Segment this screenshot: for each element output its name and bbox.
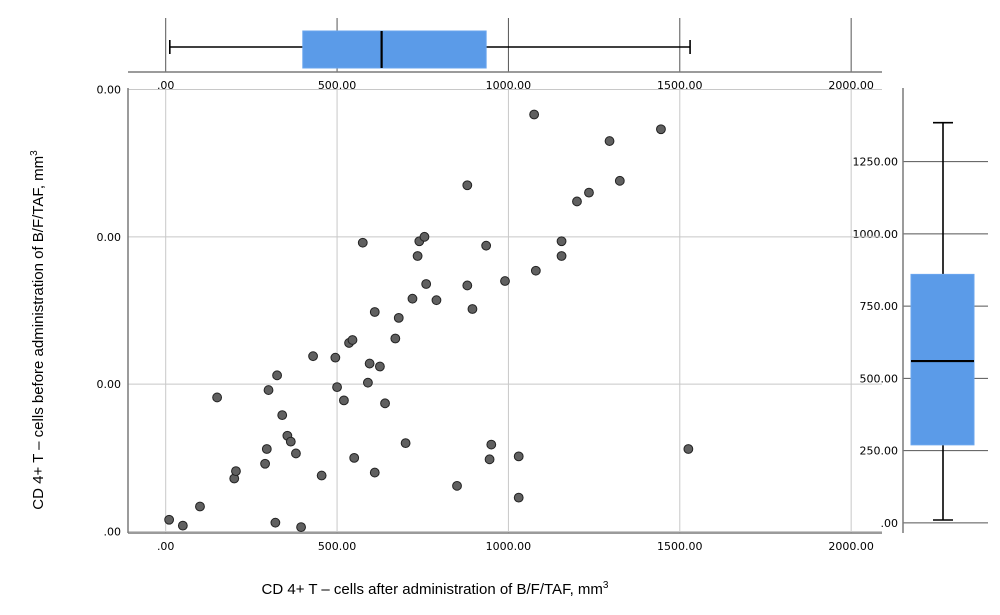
right-tick-label: 750.00 xyxy=(860,300,899,313)
data-point xyxy=(572,196,582,207)
data-point xyxy=(421,279,432,289)
data-point xyxy=(556,236,567,247)
data-point xyxy=(614,175,625,186)
data-point xyxy=(462,280,473,291)
y-axis-title: CD 4+ T – cells before administration of… xyxy=(29,150,47,510)
data-point xyxy=(195,501,205,512)
data-point xyxy=(272,370,282,381)
right-tick-label: 1250.00 xyxy=(853,156,899,169)
data-point xyxy=(500,276,510,286)
y-tick-label: 0.00 xyxy=(97,378,122,391)
data-point xyxy=(212,392,223,403)
data-point xyxy=(683,444,694,454)
data-point xyxy=(513,451,524,462)
data-point xyxy=(400,438,411,449)
data-point xyxy=(656,124,666,135)
data-point xyxy=(260,458,270,469)
x-tick-label: 1000.00 xyxy=(486,540,532,553)
data-point xyxy=(332,382,342,393)
data-point xyxy=(316,470,327,481)
x-tick-label: 1500.00 xyxy=(657,540,703,553)
data-point xyxy=(407,293,418,304)
data-point xyxy=(530,265,541,276)
right-tick-label: 500.00 xyxy=(860,372,899,385)
y-tick-label: 0.00 xyxy=(97,83,122,96)
data-point xyxy=(431,295,442,306)
data-point xyxy=(369,307,380,317)
data-point xyxy=(261,444,272,454)
data-point xyxy=(556,251,567,261)
data-point xyxy=(462,180,473,191)
data-point xyxy=(177,520,188,531)
data-point xyxy=(164,514,175,525)
data-point xyxy=(364,358,375,369)
data-point xyxy=(375,361,385,372)
top-boxplot: .00 500.00 1000.00 1500.00 2000.00 xyxy=(128,18,882,92)
data-point xyxy=(369,467,380,478)
data-point xyxy=(363,377,373,388)
data-point xyxy=(467,304,478,314)
right-tick-label: .00 xyxy=(881,517,899,530)
data-point xyxy=(339,395,349,406)
data-point xyxy=(452,480,462,491)
top-tick-label: 1000.00 xyxy=(486,79,532,92)
data-point xyxy=(263,385,274,395)
right-boxplot: .00 250.00 500.00 750.00 1000.00 1250.00 xyxy=(853,88,988,533)
data-point xyxy=(285,436,296,447)
data-point xyxy=(481,240,492,251)
data-point xyxy=(296,522,306,533)
y-tick-label: .00 xyxy=(104,526,122,539)
data-point xyxy=(529,109,540,120)
x-tick-label: 500.00 xyxy=(318,540,357,553)
y-tick-label: 0.00 xyxy=(97,231,122,244)
data-point xyxy=(277,410,288,421)
plot-area: .00 500.00 1000.00 1500.00 2000.00 .00 0.00 0.0… xyxy=(97,83,882,553)
right-tick-label: 1000.00 xyxy=(853,228,899,241)
data-point xyxy=(513,492,524,503)
top-tick-label: 500.00 xyxy=(318,79,357,92)
data-point xyxy=(231,466,241,477)
data-point xyxy=(308,351,318,362)
right-tick-label: 250.00 xyxy=(860,445,899,458)
x-axis-title: CD 4+ T – cells after administration of … xyxy=(262,580,609,598)
data-point xyxy=(412,251,423,261)
x-tick-label: .00 xyxy=(157,540,175,553)
data-point xyxy=(291,448,301,459)
data-point xyxy=(484,454,495,465)
data-point xyxy=(330,352,341,363)
top-box xyxy=(302,30,487,69)
data-point xyxy=(270,517,281,528)
data-point xyxy=(486,439,497,450)
data-point xyxy=(419,231,430,242)
x-tick-label: 2000.00 xyxy=(828,540,874,553)
data-point xyxy=(393,312,404,323)
data-point xyxy=(357,237,368,248)
data-point xyxy=(390,333,401,344)
data-point xyxy=(604,136,615,146)
data-point xyxy=(380,398,390,409)
top-tick-label: 1500.00 xyxy=(657,79,703,92)
top-tick-label: .00 xyxy=(157,79,175,92)
right-box xyxy=(910,273,975,446)
data-point xyxy=(347,335,358,345)
data-point xyxy=(584,187,594,198)
data-point xyxy=(349,452,360,463)
top-tick-label: 2000.00 xyxy=(828,79,874,92)
